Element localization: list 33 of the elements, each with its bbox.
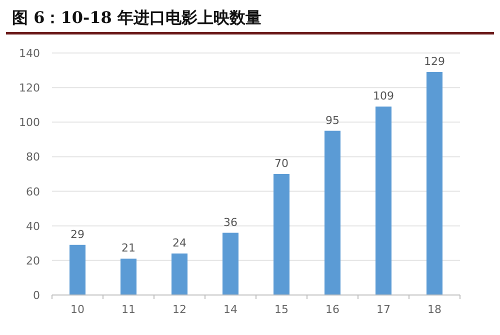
bar xyxy=(70,244,86,295)
data-label: 95 xyxy=(326,114,340,127)
data-label: 29 xyxy=(70,228,84,241)
x-tick-label: 11 xyxy=(122,303,136,316)
data-label: 109 xyxy=(373,90,394,103)
data-label: 21 xyxy=(122,242,136,255)
data-label: 36 xyxy=(224,216,238,229)
y-tick-label: 80 xyxy=(26,150,40,164)
y-tick-label: 100 xyxy=(19,116,40,130)
chart-title: 图 6：10-18 年进口电影上映数量 xyxy=(12,8,262,27)
x-tick-label: 18 xyxy=(428,303,442,316)
data-label: 24 xyxy=(172,236,186,250)
x-tick-label: 14 xyxy=(224,303,238,316)
bar xyxy=(426,72,442,295)
bar xyxy=(274,174,290,295)
data-label: 129 xyxy=(424,55,445,68)
bar xyxy=(324,130,340,295)
bar xyxy=(172,254,188,295)
y-tick-label: 140 xyxy=(19,47,40,60)
x-tick-label: 17 xyxy=(376,303,390,316)
x-tick-label: 12 xyxy=(172,303,186,316)
bar xyxy=(120,258,136,295)
y-tick-label: 0 xyxy=(33,289,40,302)
y-tick-label: 20 xyxy=(26,254,40,268)
y-tick-label: 40 xyxy=(26,220,40,233)
bar xyxy=(376,106,392,295)
x-tick-label: 10 xyxy=(70,303,84,316)
data-label: 70 xyxy=(274,157,288,170)
x-tick-label: 15 xyxy=(274,303,288,316)
bar xyxy=(222,232,238,295)
x-tick-label: 16 xyxy=(326,303,340,316)
y-tick-label: 120 xyxy=(19,82,40,95)
y-tick-label: 60 xyxy=(26,185,40,198)
